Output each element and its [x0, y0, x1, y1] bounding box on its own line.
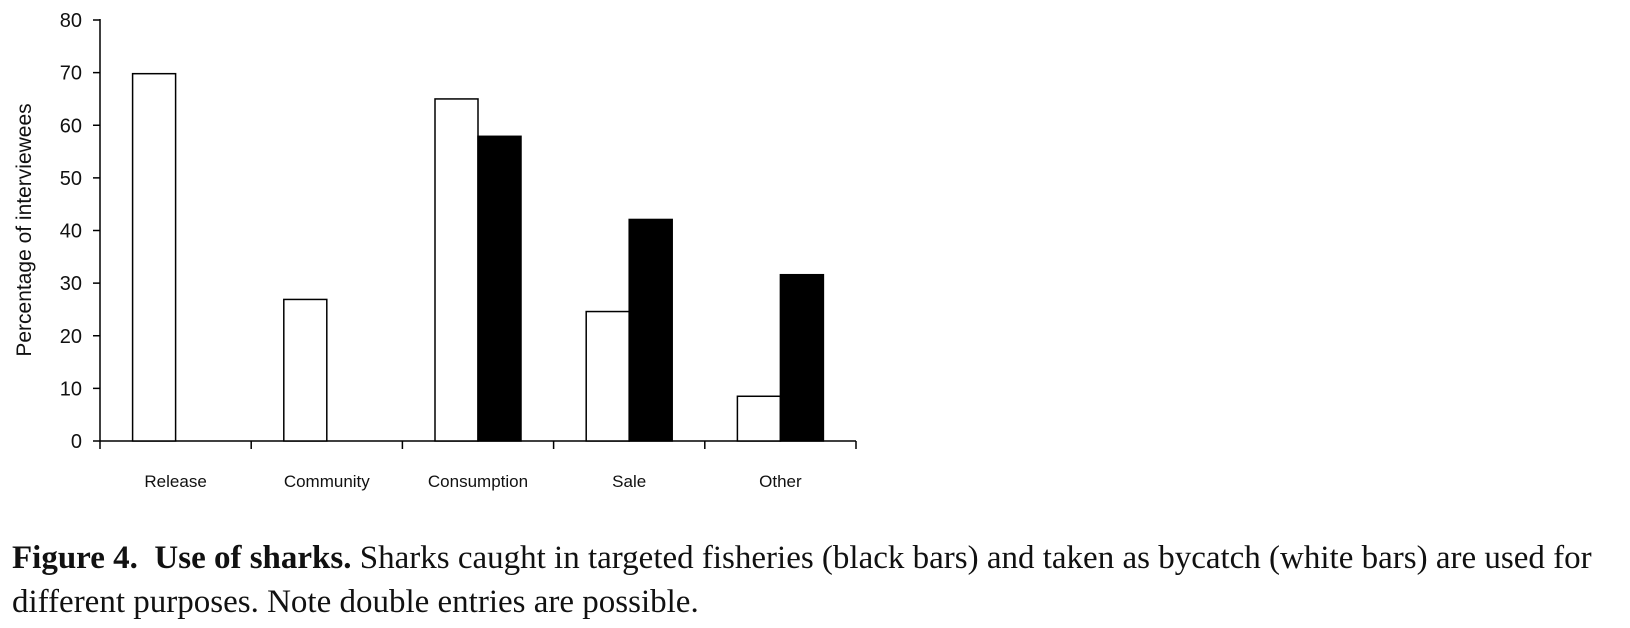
y-tick-label: 50	[60, 168, 82, 190]
bar-other-black	[779, 273, 825, 442]
bar-consumption-black	[477, 135, 522, 442]
y-tick-label: 40	[60, 221, 82, 243]
y-tick-label: 80	[60, 10, 82, 32]
x-category-label: Consumption	[428, 472, 528, 491]
y-tick-label: 10	[60, 378, 82, 400]
bar-consumption-white	[434, 98, 479, 442]
bar-release-white	[131, 72, 177, 442]
figure-caption-text: Sharks caught in targeted fisheries (bla…	[12, 540, 1592, 620]
bar-chart: 0 10 20 30 40 50 60 70 80 Release Community Consump…	[13, 10, 857, 491]
x-category-label: Release	[144, 472, 206, 491]
y-tick-label: 30	[60, 273, 82, 295]
bar-sale-white	[585, 310, 630, 442]
y-tick-label: 20	[60, 326, 82, 348]
y-axis-title: Percentage of interviewees	[13, 103, 36, 356]
figure-label: Figure 4.	[12, 540, 138, 576]
x-category-label: Community	[284, 472, 370, 491]
bar-community-white	[283, 298, 328, 442]
x-category-label: Other	[759, 472, 802, 491]
y-tick-label: 60	[60, 115, 82, 137]
bar-sale-black	[628, 218, 673, 442]
figure-title: Use of sharks.	[154, 540, 352, 576]
y-tick-label: 70	[60, 63, 82, 85]
bar-other-white	[736, 395, 782, 442]
x-category-label: Sale	[612, 472, 646, 491]
y-tick-label: 0	[71, 431, 82, 453]
figure-caption: Figure 4. Use of sharks. Sharks caught i…	[12, 536, 1624, 624]
